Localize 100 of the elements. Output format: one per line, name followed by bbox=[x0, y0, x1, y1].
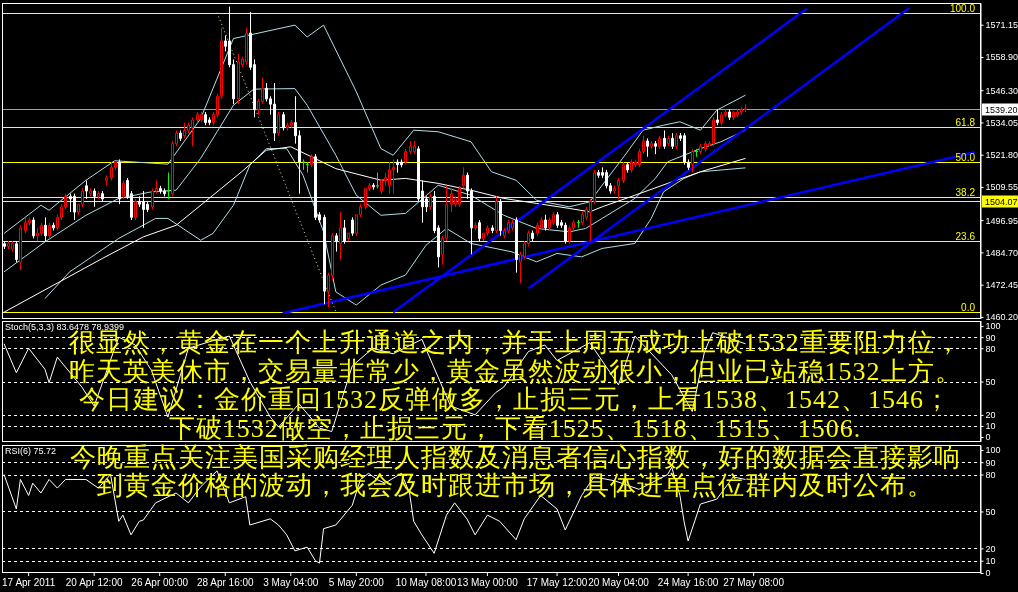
candlestick bbox=[277, 111, 280, 137]
candlestick bbox=[237, 53, 240, 105]
candlestick bbox=[728, 108, 731, 121]
y-tick-label: 20 bbox=[985, 543, 996, 554]
candlestick bbox=[305, 161, 310, 174]
x-tick-label: 20 May 04:00 bbox=[588, 577, 650, 589]
y-tick-label: 80 bbox=[985, 469, 996, 480]
y-tick-label: 10 bbox=[985, 421, 996, 432]
candlestick bbox=[694, 148, 699, 158]
candlestick bbox=[740, 106, 743, 116]
candlestick bbox=[478, 219, 481, 242]
candlestick bbox=[491, 224, 494, 234]
candlestick bbox=[335, 232, 338, 253]
candlestick bbox=[314, 153, 317, 221]
candlestick bbox=[105, 174, 108, 187]
y-tick-label: 0 bbox=[985, 568, 991, 579]
candlestick bbox=[323, 214, 326, 305]
y-tick-label: 50 bbox=[985, 376, 996, 387]
candlestick bbox=[163, 187, 166, 197]
candlestick bbox=[654, 140, 657, 155]
ref-line-label: 23.6 bbox=[955, 230, 976, 242]
y-tick-label: 1534.05 bbox=[985, 117, 1018, 128]
candlestick bbox=[630, 158, 633, 174]
candlestick bbox=[507, 219, 510, 234]
ref-line-label: 100.0 bbox=[949, 2, 976, 14]
candlestick bbox=[208, 116, 211, 126]
x-tick-label: 27 May 08:00 bbox=[723, 577, 785, 589]
x-tick-label: 10 May 08:00 bbox=[395, 577, 457, 589]
ref-line-label: 38.2 bbox=[955, 186, 976, 198]
candlestick bbox=[564, 222, 567, 245]
candlestick bbox=[351, 216, 354, 237]
candlestick bbox=[540, 216, 543, 232]
y-tick-label: 1546.30 bbox=[985, 85, 1018, 96]
x-tick-label: 20 Apr 12:00 bbox=[65, 577, 123, 589]
candlestick bbox=[699, 143, 702, 155]
x-tick-label: 3 May 04:00 bbox=[263, 577, 319, 589]
candlestick bbox=[142, 190, 145, 229]
x-tick-label: 13 May 00:00 bbox=[457, 577, 519, 589]
ref-line-label: 1504.07 bbox=[985, 196, 1018, 207]
y-tick-label: 10 bbox=[985, 556, 996, 567]
candlestick bbox=[458, 185, 461, 208]
candlestick bbox=[622, 161, 625, 184]
candlestick bbox=[347, 232, 350, 242]
candlestick bbox=[282, 111, 285, 131]
chart-title: RSI(6) 75.72 bbox=[5, 446, 57, 456]
candlestick bbox=[671, 132, 674, 150]
candlestick bbox=[683, 132, 686, 166]
candlestick bbox=[24, 216, 27, 234]
candlestick bbox=[658, 135, 661, 150]
candlestick bbox=[704, 140, 707, 153]
candlestick bbox=[667, 135, 670, 147]
candlestick bbox=[511, 219, 514, 232]
x-tick-label: 17 May 12:00 bbox=[526, 577, 588, 589]
candlestick bbox=[339, 211, 342, 261]
y-tick-label: 1509.55 bbox=[985, 182, 1018, 193]
ref-line-label: 61.8 bbox=[955, 116, 976, 128]
line-series bbox=[3, 88, 746, 273]
candlestick bbox=[597, 169, 600, 179]
candlestick bbox=[93, 187, 96, 208]
candlestick bbox=[388, 161, 391, 195]
y-tick-label: 90 bbox=[985, 332, 996, 343]
candlestick bbox=[310, 153, 313, 168]
candlestick bbox=[613, 185, 616, 195]
candlestick bbox=[89, 187, 92, 197]
candlestick bbox=[404, 148, 407, 166]
y-tick-label: 1496.95 bbox=[985, 215, 1018, 226]
candlestick bbox=[392, 158, 395, 195]
candlestick bbox=[364, 187, 367, 210]
candlestick bbox=[531, 230, 534, 242]
x-tick-label: 17 Apr 2011 bbox=[2, 577, 56, 589]
candlestick bbox=[85, 180, 88, 200]
candlestick bbox=[343, 219, 346, 245]
candlestick bbox=[15, 240, 18, 263]
candlestick bbox=[166, 172, 171, 200]
candlestick bbox=[663, 129, 666, 150]
candlestick bbox=[515, 216, 518, 274]
ref-line-label: 0.0 bbox=[961, 301, 976, 313]
candlestick bbox=[301, 158, 306, 171]
candlestick bbox=[413, 140, 416, 155]
candlestick bbox=[409, 140, 412, 155]
candlestick bbox=[73, 193, 76, 221]
annotation: 今晚重点关注美国采购经理人指数及消息者信心指数，好的数据会直接影响 bbox=[69, 442, 961, 472]
candlestick bbox=[499, 198, 502, 237]
candlestick bbox=[450, 187, 453, 213]
line-series bbox=[3, 24, 746, 234]
candlestick bbox=[286, 122, 289, 131]
y-tick-label: 20 bbox=[985, 410, 996, 421]
candlestick bbox=[204, 111, 207, 126]
candlestick bbox=[544, 214, 547, 232]
candlestick bbox=[429, 193, 432, 210]
candlestick bbox=[720, 111, 723, 126]
candlestick bbox=[101, 190, 104, 203]
candlestick bbox=[183, 122, 186, 139]
y-tick-label: 1472.45 bbox=[985, 280, 1018, 291]
candlestick bbox=[52, 222, 55, 232]
candlestick bbox=[495, 195, 498, 234]
candlestick bbox=[548, 216, 551, 232]
x-tick-label: 24 May 16:00 bbox=[657, 577, 719, 589]
x-tick-label: 5 May 20:00 bbox=[328, 577, 385, 589]
candlestick bbox=[712, 116, 715, 147]
